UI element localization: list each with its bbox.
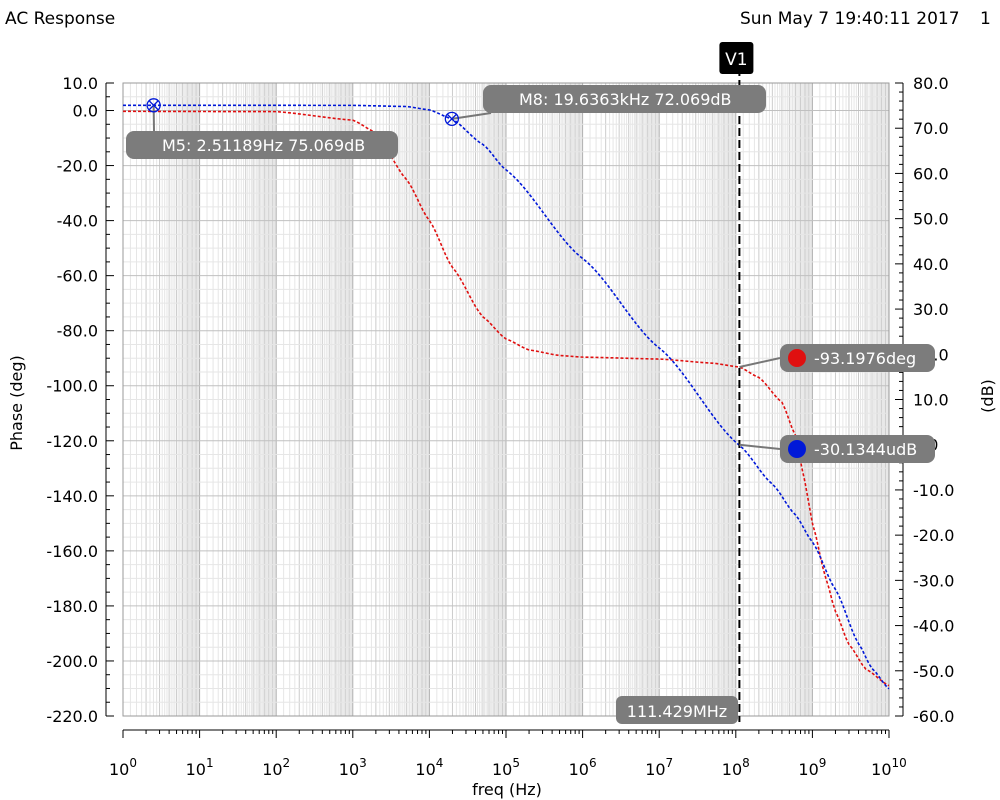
x-tick-exponent: 7: [666, 756, 674, 770]
marker-point[interactable]: [146, 98, 161, 113]
markers[interactable]: M5: 2.51189Hz 75.069dB M8: 19.6363kHz 72.…: [126, 85, 766, 159]
x-axis-label: freq (Hz): [472, 780, 542, 799]
x-tick-exponent: 0: [129, 756, 137, 770]
y-tick-label-right: -60.0: [913, 707, 954, 726]
x-tick-base: 10: [722, 760, 742, 779]
marker-label-box[interactable]: [126, 131, 398, 159]
readout-box: [780, 435, 935, 463]
x-tick-label: 109: [798, 756, 826, 779]
x-tick-base: 10: [569, 760, 589, 779]
x-tick-base: 10: [415, 760, 435, 779]
timestamp: Sun May 7 19:40:11 2017: [740, 9, 960, 29]
y-tick-label-right: -40.0: [913, 617, 954, 636]
x-tick-label: 100: [109, 756, 137, 779]
x-tick-base: 10: [339, 760, 359, 779]
readout-color-dot: [788, 440, 806, 458]
x-axis: 100 101 102 103 104 105 106 107 108 109 1010: [109, 729, 907, 779]
y-tick-label-left: -160.0: [46, 542, 98, 561]
x-tick-label: 105: [492, 756, 520, 779]
y-tick-label-right: -30.0: [913, 571, 954, 590]
grid-lines: [122, 82, 890, 717]
x-tick-base: 10: [798, 760, 818, 779]
y-tick-label-left: 0.0: [73, 102, 98, 121]
y-tick-label-left: -180.0: [46, 597, 98, 616]
x-tick-exponent: 6: [589, 756, 597, 770]
y-tick-label-left: -200.0: [46, 652, 98, 671]
marker-label: M8: 19.6363kHz 72.069dB: [519, 90, 732, 109]
y-tick-label-left: -80.0: [57, 322, 98, 341]
y-tick-label-right: 50.0: [913, 210, 949, 229]
y-tick-label-left: -40.0: [57, 212, 98, 231]
y-axis-right-label: (dB): [978, 379, 997, 413]
y-tick-label-left: 10.0: [62, 74, 98, 93]
y-tick-label-left: -100.0: [46, 377, 98, 396]
x-tick-base: 10: [492, 760, 512, 779]
y-tick-label-left: -220.0: [46, 707, 98, 726]
y-tick-label-left: -120.0: [46, 432, 98, 451]
page-number: 1: [980, 9, 991, 29]
y-axis-left-label: Phase (deg): [7, 355, 26, 451]
plot-border: [122, 82, 890, 717]
x-tick-exponent: 1: [206, 756, 214, 770]
y-tick-label-right: 80.0: [913, 74, 949, 93]
magnitude-curve: [123, 104, 890, 690]
readout-value: -93.1976deg: [814, 349, 916, 368]
y-tick-label-right: 10.0: [913, 391, 949, 410]
readout-leader: [739, 443, 781, 450]
x-tick-label: 101: [186, 756, 214, 779]
x-tick-label: 1010: [871, 756, 907, 779]
y-tick-label-right: -10.0: [913, 481, 954, 500]
y-tick-label-left: -140.0: [46, 487, 98, 506]
readout-color-dot: [788, 349, 806, 367]
cursor-freq-box: [616, 696, 738, 724]
plot-frame: [122, 82, 890, 717]
y-tick-label-right: -20.0: [913, 526, 954, 545]
x-tick-base: 10: [186, 760, 206, 779]
x-tick-exponent: 8: [742, 756, 750, 770]
x-tick-label: 103: [339, 756, 367, 779]
marker-label-box[interactable]: [483, 85, 766, 113]
x-tick-label: 102: [262, 756, 290, 779]
marker-point[interactable]: [444, 111, 459, 127]
cursor-v1[interactable]: V1 111.429MHz -93.1976deg -30.1344udB: [616, 42, 935, 724]
x-tick-exponent: 9: [819, 756, 827, 770]
x-tick-exponent: 4: [436, 756, 444, 770]
x-tick-base: 10: [262, 760, 282, 779]
x-tick-label: 108: [722, 756, 750, 779]
marker-cross: [446, 113, 457, 124]
y-tick-label-right: 30.0: [913, 300, 949, 319]
curves: [123, 104, 890, 690]
y-tick-label-left: -20.0: [57, 157, 98, 176]
y-tick-label-right: -50.0: [913, 662, 954, 681]
readout-value: -30.1344udB: [814, 440, 917, 459]
y-tick-label-right: 60.0: [913, 164, 949, 183]
x-tick-exponent: 5: [512, 756, 520, 770]
x-tick-base: 10: [645, 760, 665, 779]
y-axis-left: 10.0 0.0 -20.0 -40.0 -60.0 -80.0 -100.0 -120.0 -…: [46, 74, 114, 726]
x-tick-base: 10: [871, 760, 891, 779]
marker-cross: [148, 100, 159, 111]
x-tick-label: 104: [415, 756, 443, 779]
readout-box: [780, 344, 935, 372]
cursor-freq-label: 111.429MHz: [627, 702, 727, 721]
cursor-name: V1: [725, 50, 747, 70]
x-tick-base: 10: [109, 760, 129, 779]
y-tick-label-right: 70.0: [913, 119, 949, 138]
x-tick-exponent: 10: [892, 756, 907, 770]
phase-curve: [123, 110, 890, 687]
y-tick-label-left: -60.0: [57, 267, 98, 286]
readout-leader: [739, 357, 781, 368]
y-tick-label-right: 40.0: [913, 255, 949, 274]
x-tick-label: 107: [645, 756, 673, 779]
marker-label: M5: 2.51189Hz 75.069dB: [162, 136, 365, 155]
y-axis-right: 80.070.060.050.040.030.020.010.00.0-10.0…: [895, 74, 954, 726]
window-title: AC Response: [5, 9, 116, 29]
cursor-tag[interactable]: [719, 42, 754, 74]
x-tick-label: 106: [569, 756, 597, 779]
x-tick-exponent: 3: [359, 756, 367, 770]
x-tick-exponent: 2: [283, 756, 291, 770]
